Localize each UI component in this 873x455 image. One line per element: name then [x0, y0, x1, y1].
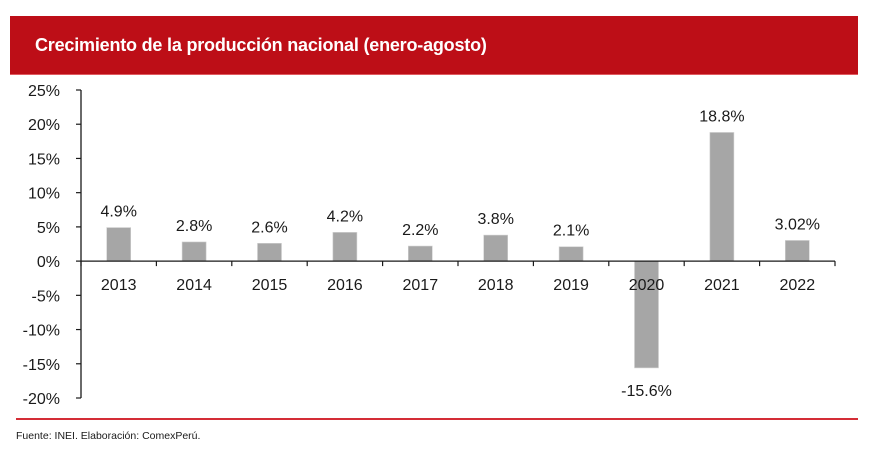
y-tick-label: 10%: [28, 186, 60, 203]
data-label-2017: 2.2%: [402, 222, 438, 239]
x-tick-label: 2018: [478, 277, 514, 294]
footer-divider: [16, 418, 858, 420]
chart-title: Crecimiento de la producción nacional (e…: [35, 35, 487, 55]
chart-header: Crecimiento de la producción nacional (e…: [10, 16, 858, 75]
y-tick-label: 0%: [37, 254, 60, 271]
x-tick-label: 2022: [780, 277, 816, 294]
bar-2014: [181, 241, 207, 262]
x-tick-label: 2021: [704, 277, 740, 294]
bars: [106, 132, 810, 369]
y-tick-label: 25%: [28, 83, 60, 100]
data-label-2020: -15.6%: [621, 383, 672, 400]
x-tick-label: 2020: [629, 277, 665, 294]
x-tick-label: 2014: [176, 277, 212, 294]
y-tick-label: -15%: [23, 357, 60, 374]
bar-2019: [558, 246, 584, 262]
bar-2020: [634, 260, 659, 369]
y-axis-ticks: 25% 20% 15% 10% 5% 0% -5% -10% -15% -20%: [23, 83, 82, 408]
bar-2016: [332, 232, 358, 262]
y-tick-label: 15%: [28, 151, 60, 168]
bar-2013: [106, 227, 131, 262]
y-tick-label: -10%: [23, 323, 60, 340]
data-label-2021: 18.8%: [699, 108, 744, 125]
data-label-2013: 4.9%: [100, 204, 136, 221]
data-labels: 4.9% 2.8% 2.6% 4.2% 2.2% 3.8% 2.1% -15.6% 18.8% 3…: [100, 108, 820, 399]
x-tick-label: 2016: [327, 277, 363, 294]
x-axis: 2013 2014 2015 2016 2017 2018 2019 2020 2021 2022: [80, 260, 836, 294]
y-tick-label: 20%: [28, 117, 60, 134]
data-label-2022: 3.02%: [775, 216, 820, 233]
source-note: Fuente: INEI. Elaboración: ComexPerú.: [16, 430, 201, 442]
x-tick-label: 2013: [101, 277, 137, 294]
bar-2021: [709, 132, 735, 262]
y-tick-label: -5%: [32, 288, 60, 305]
x-tick-label: 2019: [553, 277, 589, 294]
bar-2015: [257, 243, 282, 262]
data-label-2014: 2.8%: [176, 218, 212, 235]
data-label-2016: 4.2%: [327, 208, 363, 225]
y-tick-label: -20%: [23, 391, 60, 408]
bar-2017: [407, 245, 433, 262]
y-tick-label: 5%: [37, 220, 60, 237]
x-tick-label: 2015: [252, 277, 288, 294]
data-label-2018: 3.8%: [477, 211, 513, 228]
bar-2018: [483, 234, 509, 262]
data-label-2015: 2.6%: [251, 219, 287, 236]
bar-2022: [784, 240, 810, 262]
x-tick-label: 2017: [403, 277, 439, 294]
data-label-2019: 2.1%: [553, 223, 589, 240]
